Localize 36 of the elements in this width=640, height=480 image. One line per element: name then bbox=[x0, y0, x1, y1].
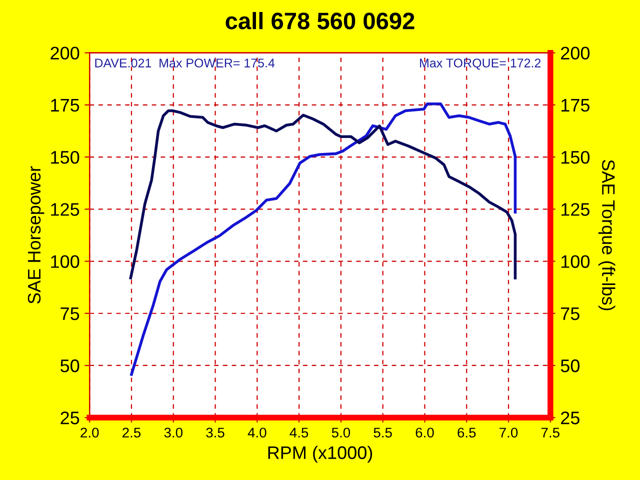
x-tick-label: 4.0 bbox=[248, 428, 266, 438]
chart-title: call 678 560 0692 bbox=[226, 12, 414, 30]
y2-tick-label: 50 bbox=[560, 359, 580, 372]
x-tick-label: 4.5 bbox=[290, 428, 308, 438]
y-tick-label: 200 bbox=[50, 46, 80, 60]
x-tick-label: 5.5 bbox=[374, 428, 392, 438]
y-tick-label: 75 bbox=[60, 307, 80, 320]
y2-tick-label: 200 bbox=[561, 46, 590, 60]
x-tick-label: 5.0 bbox=[332, 428, 350, 438]
x-tick-label: 3.5 bbox=[206, 428, 224, 438]
line-series bbox=[130, 102, 517, 376]
y-tick-label: 50 bbox=[60, 359, 80, 372]
y-tick-label: 25 bbox=[60, 412, 80, 424]
y2-tick-label: 175 bbox=[562, 99, 590, 112]
y2-tick-label: 125 bbox=[562, 203, 590, 216]
line-series bbox=[129, 109, 517, 280]
annotation: DAVE.021 Max POWER= 175.4 bbox=[95, 58, 275, 68]
y-tick-label: 125 bbox=[51, 203, 80, 216]
x-tick-label: 6.5 bbox=[458, 428, 476, 438]
x-tick-label: 2.0 bbox=[80, 428, 99, 438]
y-axis-title: SAE Horsepower bbox=[28, 166, 44, 304]
x-tick-label: 7.5 bbox=[541, 428, 560, 438]
x-tick-label: 2.5 bbox=[122, 428, 141, 438]
y-tick-label: 100 bbox=[51, 255, 80, 268]
x-tick-label: 6.0 bbox=[416, 428, 434, 438]
y2-tick-label: 25 bbox=[561, 412, 580, 424]
x-tick-label: 3.0 bbox=[164, 428, 182, 438]
y2-tick-label: 150 bbox=[562, 150, 590, 164]
y2-tick-label: 100 bbox=[562, 255, 590, 268]
x-axis-title: RPM (x1000) bbox=[268, 446, 372, 463]
y2-axis-title: SAE Torque (ft-lbs) bbox=[598, 160, 616, 310]
y2-tick-label: 75 bbox=[561, 307, 580, 320]
annotation: Max TORQUE= 172.2 bbox=[420, 58, 541, 70]
x-tick-label: 7.0 bbox=[500, 428, 518, 438]
y-tick-label: 150 bbox=[51, 150, 80, 164]
y-tick-label: 175 bbox=[51, 99, 80, 112]
